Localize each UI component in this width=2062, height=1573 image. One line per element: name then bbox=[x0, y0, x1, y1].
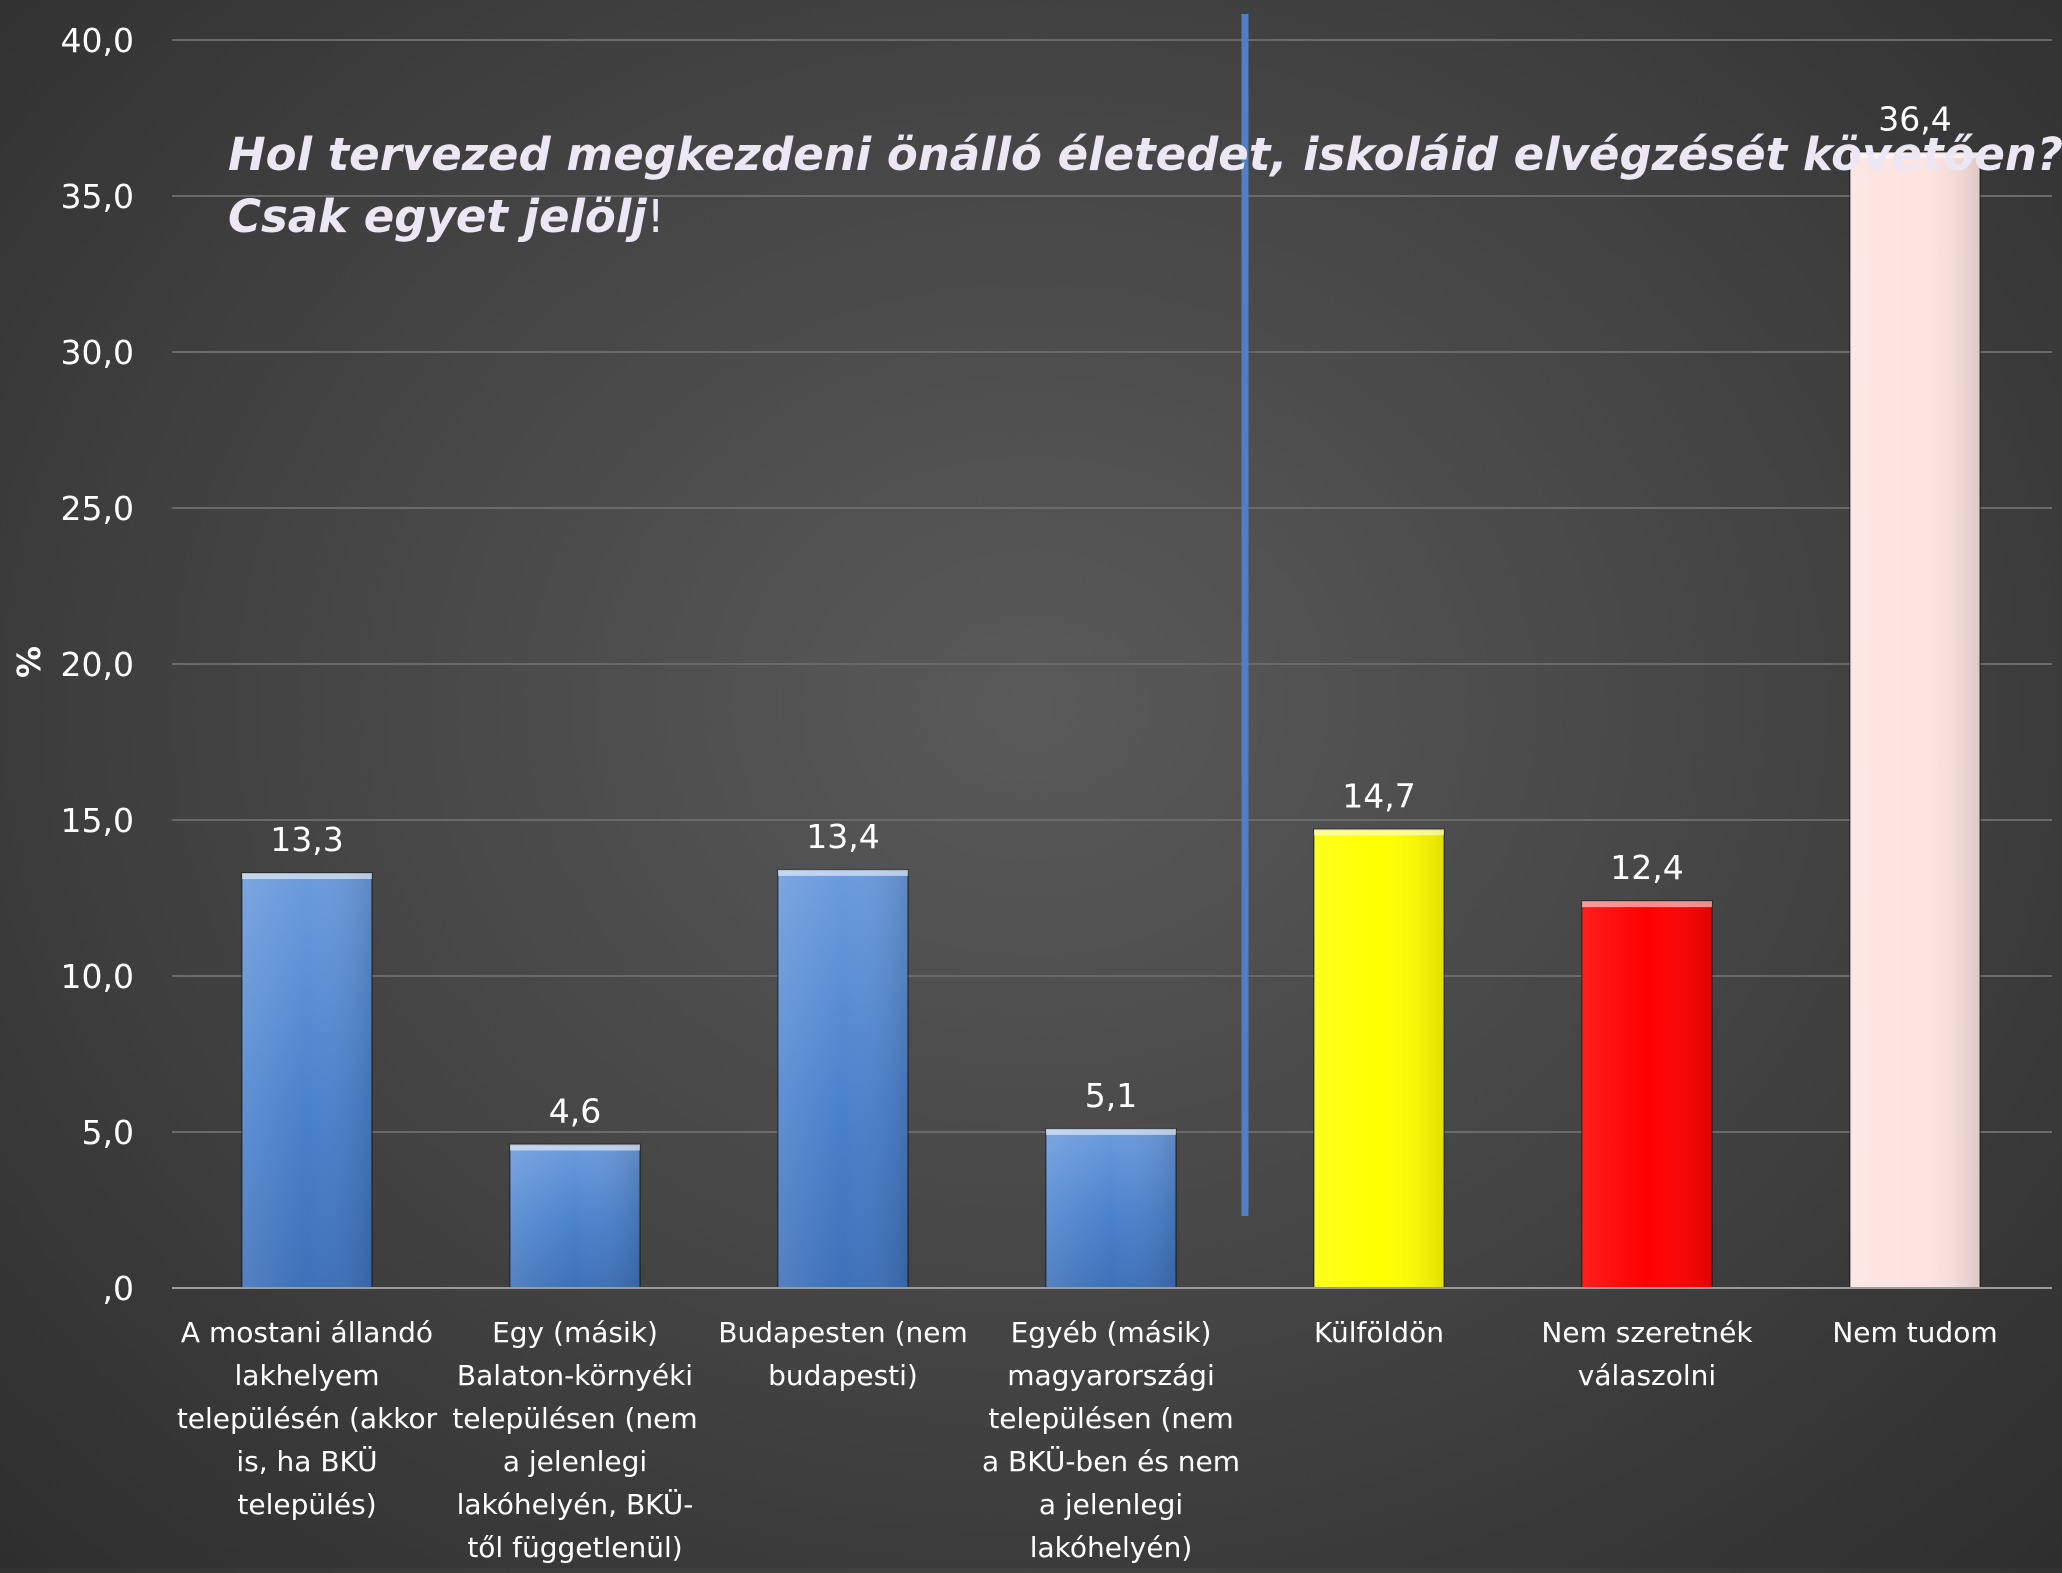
y-axis-label: % bbox=[10, 646, 48, 678]
y-tick-label: 40,0 bbox=[61, 21, 134, 60]
category-label: Budapesten (nem bbox=[718, 1316, 968, 1349]
category-label: Balaton-környéki bbox=[457, 1359, 693, 1392]
bar-highlight bbox=[510, 1144, 640, 1151]
value-label: 12,4 bbox=[1610, 848, 1683, 887]
category-label: lakóhelyén, BKÜ- bbox=[457, 1487, 694, 1521]
chart-title-line1: Hol tervezed megkezdeni önálló életedet,… bbox=[228, 128, 2062, 181]
bar-shading bbox=[1046, 1128, 1176, 1288]
category-label: is, ha BKÜ bbox=[236, 1444, 377, 1478]
bar-highlight bbox=[242, 873, 372, 880]
bar-shading bbox=[1582, 901, 1712, 1288]
y-tick-label: 5,0 bbox=[82, 1113, 134, 1152]
bar-shading bbox=[242, 873, 372, 1288]
value-label: 36,4 bbox=[1878, 99, 1951, 138]
category-label: budapesti) bbox=[768, 1359, 918, 1392]
bar-highlight bbox=[1314, 829, 1444, 836]
category-label: A mostani állandó bbox=[181, 1316, 433, 1349]
bars bbox=[241, 151, 1981, 1290]
value-label: 5,1 bbox=[1085, 1076, 1137, 1115]
y-tick-label: ,0 bbox=[103, 1269, 135, 1308]
category-label: településen (nem bbox=[988, 1402, 1233, 1435]
category-label: településen (nem bbox=[452, 1402, 697, 1435]
category-label: lakhelyem bbox=[235, 1359, 380, 1392]
y-tick-label: 20,0 bbox=[61, 645, 134, 684]
value-label: 4,6 bbox=[549, 1091, 601, 1130]
gridlines bbox=[172, 39, 2052, 1133]
y-tick-label: 10,0 bbox=[61, 957, 134, 996]
bar-highlight bbox=[778, 869, 908, 876]
y-tick-label: 25,0 bbox=[61, 489, 134, 528]
category-labels: A mostani állandó lakhelyem településén (a… bbox=[177, 1316, 1998, 1564]
bar-shading bbox=[510, 1144, 640, 1288]
y-tick-label: 35,0 bbox=[61, 177, 134, 216]
category-label: Egyéb (másik) bbox=[1011, 1316, 1212, 1349]
bar-highlight bbox=[1582, 901, 1712, 908]
category-label: lakóhelyén) bbox=[1030, 1531, 1193, 1564]
value-labels: 13,3 4,6 13,4 5,1 14,7 12,4 36,4 bbox=[270, 99, 1951, 1130]
category-label: től függetlenül) bbox=[467, 1531, 682, 1564]
category-label: a jelenlegi bbox=[1039, 1488, 1183, 1521]
category-label: Nem tudom bbox=[1832, 1316, 1997, 1349]
bar-shading bbox=[778, 869, 908, 1288]
y-tick-label: 15,0 bbox=[61, 801, 134, 840]
y-tick-label: 30,0 bbox=[61, 333, 134, 372]
category-label: településén (akkor bbox=[177, 1402, 438, 1435]
category-label: a jelenlegi bbox=[503, 1445, 647, 1478]
bar-shading bbox=[1850, 152, 1980, 1288]
bar-highlight bbox=[1046, 1128, 1176, 1135]
value-label: 13,3 bbox=[270, 820, 343, 859]
category-label: a BKÜ-ben és nem bbox=[982, 1444, 1240, 1478]
category-label: Külföldön bbox=[1314, 1316, 1444, 1349]
bar-shading bbox=[1314, 829, 1444, 1288]
bar-highlight bbox=[1850, 152, 1980, 159]
category-label: Nem szeretnék bbox=[1541, 1316, 1753, 1349]
category-label: magyarországi bbox=[1007, 1359, 1214, 1392]
chart-title-line2: Csak egyet jelölj! bbox=[228, 190, 665, 243]
category-label: település) bbox=[237, 1488, 376, 1521]
value-label: 14,7 bbox=[1342, 776, 1415, 815]
y-axis-ticks: ,0 5,0 10,0 15,0 20,0 25,0 30,0 35,0 40,0 bbox=[61, 21, 134, 1308]
value-label: 13,4 bbox=[806, 817, 879, 856]
chart-title-line2-text: Csak egyet jelölj bbox=[228, 190, 647, 243]
category-label: Egy (másik) bbox=[492, 1316, 658, 1349]
category-label: válaszolni bbox=[1578, 1359, 1716, 1392]
chart-title-line2-suffix: ! bbox=[647, 190, 665, 243]
